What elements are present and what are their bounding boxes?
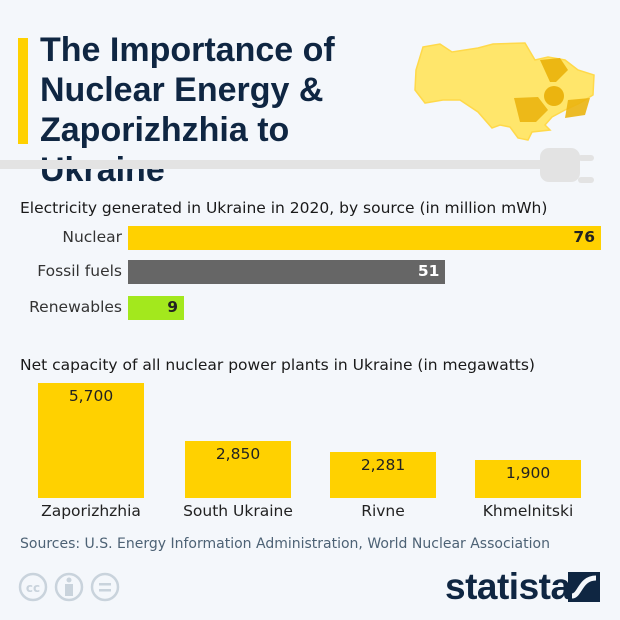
bar-value-label: 51 (417, 262, 440, 280)
bar-category-label: Rivne (361, 502, 405, 520)
cc-icon[interactable]: cc (18, 572, 48, 602)
bar-category-label: Nuclear (62, 228, 122, 246)
bar (128, 296, 184, 320)
bar (128, 260, 446, 284)
source-note: Sources: U.S. Energy Information Adminis… (20, 536, 550, 552)
bar-value-label: 76 (573, 228, 595, 246)
header-graphics (0, 42, 595, 183)
bar-category-label: Zaporizhzhia (41, 502, 141, 520)
power-plug-icon (0, 148, 594, 183)
page-title: The Importance of Nuclear Energy & Zapor… (40, 31, 335, 189)
capacity-chart-title: Net capacity of all nuclear power plants… (20, 356, 535, 374)
bar-category-label: Renewables (29, 298, 122, 316)
bar-value-label: 1,900 (505, 463, 551, 482)
bar-category-label: Khmelnitski (482, 502, 574, 520)
electricity-chart-title: Electricity generated in Ukraine in 2020… (20, 199, 548, 217)
svg-text:cc: cc (26, 581, 40, 595)
bar-value-label: 2,281 (360, 455, 406, 474)
no-derivatives-icon[interactable] (90, 572, 120, 602)
bar (330, 451, 436, 498)
attribution-icon[interactable] (54, 572, 84, 602)
bar-value-label: 2,850 (215, 444, 261, 463)
bar-category-label: Fossil fuels (37, 262, 122, 280)
bar (475, 459, 581, 498)
ukraine-map-icon (414, 42, 595, 141)
bar-value-label: 5,700 (68, 387, 114, 405)
bar (185, 440, 291, 498)
bar-category-label: South Ukraine (183, 502, 293, 520)
bar-value-label: 9 (167, 298, 179, 316)
license-icons: cc (18, 572, 120, 602)
title-accent-bar (18, 38, 28, 144)
bar (38, 383, 144, 498)
radiation-icon (514, 58, 590, 122)
bar (128, 226, 601, 250)
statista-logo[interactable]: statista (445, 566, 571, 607)
statista-logo-icon (568, 572, 600, 602)
